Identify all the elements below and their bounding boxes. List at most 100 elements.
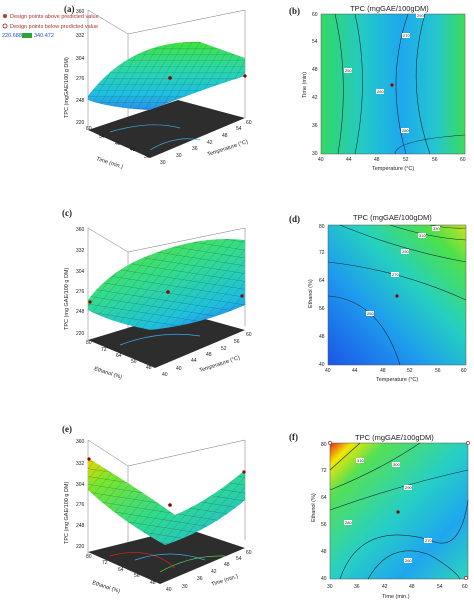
d-ylabel: Ethanol (%) [308,279,314,308]
d-xtick-4: 52 [407,368,413,374]
d-xtick-2: 44 [352,368,358,374]
legend-colorbar [22,33,32,38]
c-ztick-6: 360 [76,227,85,233]
f-corner-point [328,441,332,445]
a-ytick-42: 42 [130,147,136,153]
f-xtick-6: 60 [462,584,468,590]
a-xtick-36: 36 [192,146,198,152]
b-contour-4 [415,13,431,155]
b-clabel-5: 290 [417,13,424,18]
d-ytick-5: 72 [319,250,325,256]
d-contour-4 [389,224,467,241]
c-ytick-64: 64 [116,353,122,359]
panel-f: (f) TPC (mgGAE/100gDM) 310 300 290 280 2… [289,432,470,600]
panel-c-edge-point-2 [88,300,92,304]
c-ztick-4: 304 [76,269,85,275]
legend-range-min: 220.688 [2,33,22,39]
f-ytick-5: 72 [321,468,327,474]
b-xtick-1: 40 [318,157,324,163]
f-ytick-1: 40 [321,576,327,582]
b-clabel-1: 250 [345,68,352,73]
f-xtick-3: 42 [382,584,388,590]
e-ztick-4: 304 [76,482,85,488]
e-xtick-54: 54 [236,556,242,562]
f-title: TPC (mgGAE/100gDM) [355,433,434,442]
panel-e-floor-contour-3 [159,555,226,573]
panel-b: (b) TPC (mgGAE/100gDM) 250 260 270 280 2… [289,4,466,172]
panel-d: (d) TPC (mgGAE/100gDM) 250 270 290 310 3… [289,213,467,383]
b-xtick-2: 44 [346,157,352,163]
legend-above-text: Design points above predicted value [10,14,99,20]
panel-a-floor-contour [109,124,181,133]
c-ytick-56: 56 [131,359,137,365]
a-ytick-30: 30 [160,160,166,166]
f-contour-3 [329,469,469,511]
a-xtick-48: 48 [222,133,228,139]
b-xtick-4: 52 [403,157,409,163]
d-clabel-1: 250 [367,311,374,316]
b-ytick-4: 48 [312,67,318,73]
f-design-point [396,510,400,514]
c-ztick-3: 276 [76,289,85,295]
a-ytick-36: 36 [144,154,150,160]
panel-c-label: (c) [62,208,72,218]
b-ytick-5: 54 [312,39,318,45]
a-ztick-1: 220 [76,120,85,126]
b-xtick-3: 48 [374,157,380,163]
b-design-point [390,83,394,87]
e-ztick-2: 248 [76,523,85,529]
d-title: TPC (mgGAE/100gDM) [353,213,432,222]
b-ytick-3: 42 [312,95,318,101]
above-point-marker [3,14,7,18]
c-zlabel: TPC (mg GAE/100 g DM) [64,267,70,330]
b-xlabel: Temperature (°C) [372,166,414,172]
panel-e-label: (e) [62,424,72,434]
d-xtick-5: 56 [435,368,441,374]
d-clabel-3: 290 [402,249,409,254]
c-xtick-52: 52 [221,346,227,352]
e-xtick-48: 48 [224,562,230,568]
e-xlabel: Time (min.) [211,574,239,588]
panel-e-surface-mesh [88,458,245,545]
panel-f-label: (f) [289,432,298,442]
a-ytick-48: 48 [115,141,121,147]
d-clabel-4: 310 [419,233,426,238]
e-ytick-40: 40 [166,587,172,593]
panel-e-floor-contour [109,552,176,569]
e-ytick-64: 64 [118,567,124,573]
f-corner-point-2 [466,441,470,445]
d-contour-5 [429,224,467,229]
panel-c-surface-mesh [88,239,245,330]
f-xtick-2: 36 [354,584,360,590]
b-title: TPC (mgGAE/100gDM) [350,4,429,13]
d-clabel-5: 330 [433,226,440,231]
f-ytick-4: 64 [321,495,327,501]
c-ylabel: Ethanol (%) [93,366,122,381]
panel-e: (e) 360 332 304 276 248 220 TPC (mg GAE/… [62,424,252,595]
b-contour-3 [395,13,409,155]
a-ztick-2: 248 [76,98,85,104]
f-clabel-2: 300 [393,462,400,467]
f-ytick-2: 48 [321,549,327,555]
f-clabel-3: 290 [405,485,412,490]
e-ztick-3: 276 [76,502,85,508]
a-xlabel: Temperature (°C) [207,139,249,158]
c-xtick-56: 56 [234,339,240,345]
panel-c: (c) 360 332 304 276 248 220 TPC (mg GAE/… [62,208,252,381]
a-xtick-54: 54 [236,126,242,132]
a-xtick-42: 42 [207,140,213,146]
f-ytick-6: 80 [321,442,327,448]
f-clabel-1: 310 [357,458,364,463]
legend: Design points above predicted value Desi… [2,14,99,39]
panel-a-label: (a) [64,4,75,14]
a-zlabel: TPC (mgGAE/100 g DM) [64,57,70,118]
d-design-point [395,294,399,298]
a-ztick-5: 332 [76,33,85,39]
f-xtick-1: 30 [327,584,333,590]
b-xtick-5: 56 [432,157,438,163]
c-xtick-40: 40 [176,366,182,372]
panel-a-floor [88,100,245,158]
f-xtick-5: 54 [437,584,443,590]
b-contour-5 [394,134,466,155]
d-contour-3 [339,224,467,263]
